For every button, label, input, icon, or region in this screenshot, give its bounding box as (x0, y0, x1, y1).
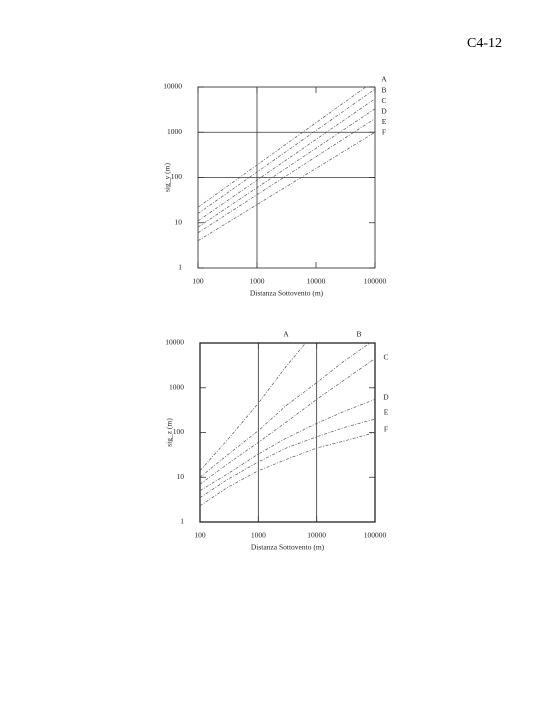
series-label: C (383, 353, 388, 362)
series-line (198, 87, 367, 208)
plot-frame (199, 342, 376, 523)
page-label: C4-12 (467, 36, 502, 51)
series-label: A (283, 330, 289, 339)
y-tick-label: 1000 (169, 382, 184, 391)
series-label: F (382, 128, 386, 137)
y-tick-label: 100 (171, 172, 183, 181)
x-axis-label: Distanza Sottovento (m) (251, 543, 325, 552)
x-tick-label: 10000 (307, 277, 326, 286)
series-label: C (381, 96, 386, 105)
x-tick-label: 1000 (251, 531, 266, 540)
series-line (200, 432, 375, 507)
series-line (198, 88, 375, 214)
series-line (200, 343, 371, 478)
y-tick-label: 10 (177, 472, 185, 481)
y-tick-label: 10 (175, 217, 183, 226)
y-tick-label: 1 (178, 263, 182, 272)
series-label: E (382, 117, 387, 126)
series-label: B (356, 330, 361, 339)
x-tick-label: 100 (194, 531, 206, 540)
series-line (200, 358, 375, 485)
series-label: B (381, 85, 386, 94)
x-tick-label: 100000 (364, 531, 387, 540)
y-tick-label: 1000 (167, 127, 182, 136)
y-axis-label: sig_z (m) (165, 418, 174, 447)
series-line (198, 98, 375, 222)
y-tick-label: 1 (180, 517, 184, 526)
x-tick-label: 100 (192, 277, 204, 286)
y-tick-label: 10000 (165, 338, 184, 347)
series-label: A (381, 75, 387, 84)
x-axis-label: Distanza Sottovento (m) (250, 289, 324, 298)
series-line (198, 118, 375, 234)
x-tick-label: 1000 (250, 277, 265, 286)
x-tick-label: 10000 (307, 531, 326, 540)
series-label: E (384, 408, 389, 417)
series-line (200, 343, 306, 471)
series-line (200, 418, 375, 498)
plot-frame (197, 86, 376, 269)
y-axis-label: sig_y (m) (163, 163, 172, 192)
y-tick-label: 100 (173, 427, 185, 436)
series-line (200, 399, 375, 492)
y-tick-label: 10000 (163, 82, 182, 91)
series-label: D (381, 107, 387, 116)
x-tick-label: 100000 (364, 277, 387, 286)
series-line (198, 108, 375, 228)
series-label: F (384, 425, 388, 434)
series-line (198, 131, 375, 242)
chart: 100 1000 10000 100000 1 10 100 1000 10000 A B C DEF D… (165, 330, 390, 552)
series-label: D (383, 393, 389, 402)
